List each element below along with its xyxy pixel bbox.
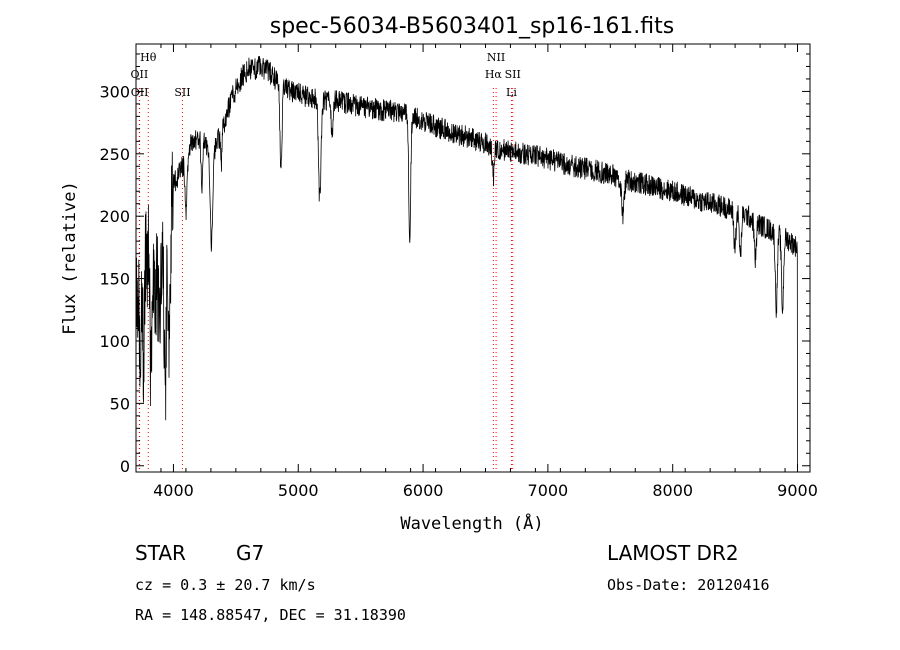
y-tick-label: 150 <box>99 270 130 289</box>
spectral-line-label: NII <box>487 51 505 64</box>
y-tick-label: 250 <box>99 145 130 164</box>
x-tick-label: 7000 <box>528 481 569 500</box>
radec-label: RA = 148.88547, DEC = 31.18390 <box>135 606 406 624</box>
spectral-line-label: OII <box>131 86 149 99</box>
x-tick-label: 8000 <box>652 481 693 500</box>
x-axis-label: Wavelength (Å) <box>400 512 543 534</box>
x-axis-ticks: 4000 5000 6000 7000 8000 9000 <box>135 44 818 500</box>
y-tick-label: 300 <box>99 82 130 101</box>
x-tick-label: 5000 <box>278 481 319 500</box>
y-tick-label: 0 <box>120 457 130 476</box>
spectral-line-label: SII <box>505 68 521 81</box>
spectral-line-label: OII <box>131 68 149 81</box>
x-tick-label: 6000 <box>403 481 444 500</box>
obs-date-label: Obs-Date: 20120416 <box>607 576 770 594</box>
y-axis-label: Flux (relative) <box>60 181 80 335</box>
spectral-line-label: Hθ <box>140 51 157 64</box>
spectrum-group <box>136 56 798 466</box>
plot-frame <box>135 43 811 473</box>
cz-label: cz = 0.3 ± 20.7 km/s <box>135 576 316 594</box>
y-tick-label: 100 <box>99 332 130 351</box>
chart-title: spec-56034-B5603401_sp16-161.fits <box>270 14 675 39</box>
y-axis-ticks: 0 50 100 150 200 250 300 <box>99 53 810 476</box>
spectral-line-label: Li <box>506 86 517 99</box>
y-tick-label: 200 <box>99 207 130 226</box>
class-label: STAR <box>135 541 186 565</box>
spectrum-line <box>136 56 798 466</box>
survey-label: LAMOST DR2 <box>607 541 739 565</box>
x-tick-label: 4000 <box>153 481 194 500</box>
y-tick-label: 50 <box>110 394 130 413</box>
spectral-line-label: SII <box>174 86 190 99</box>
spectral-line-label: Hα <box>485 68 503 81</box>
x-tick-label: 9000 <box>777 481 818 500</box>
subclass-label: G7 <box>236 541 264 565</box>
